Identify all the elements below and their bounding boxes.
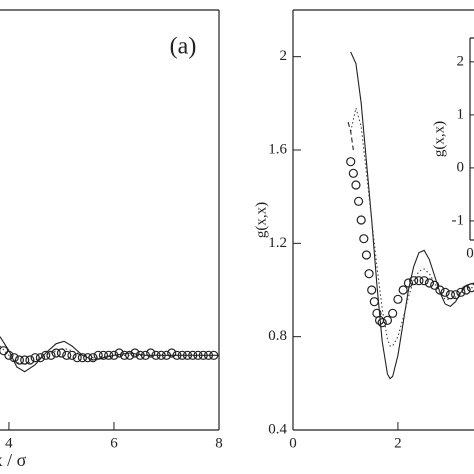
- data-point: [172, 350, 182, 360]
- data-point: [403, 278, 414, 288]
- data-point: [93, 350, 103, 360]
- data-point: [67, 350, 77, 360]
- data-point: [364, 269, 374, 279]
- x-tick-label: 0: [289, 435, 297, 451]
- data-point: [451, 290, 461, 300]
- data-point: [435, 285, 445, 295]
- data-point: [414, 276, 424, 286]
- data-point: [140, 350, 151, 360]
- data-point: [77, 353, 88, 363]
- data-point: [430, 280, 440, 290]
- data-point: [161, 350, 172, 360]
- data-point: [346, 157, 356, 167]
- data-point: [351, 180, 361, 190]
- data-point: [104, 350, 114, 360]
- data-point: [193, 350, 203, 360]
- data-point: [361, 250, 372, 260]
- data-point: [51, 348, 61, 358]
- data-point: [151, 350, 161, 360]
- y-tick-label: 0.8: [268, 328, 287, 344]
- data-point: [135, 350, 145, 360]
- data-point: [369, 297, 379, 307]
- data-point: [198, 350, 208, 360]
- data-point: [0, 346, 9, 356]
- data-point: [348, 168, 358, 178]
- data-point: [359, 234, 369, 244]
- y-tick-label: -1: [452, 212, 465, 228]
- data-point: [72, 353, 82, 363]
- x-tick-label: 8: [215, 435, 223, 451]
- data-point: [130, 348, 140, 358]
- data-point: [119, 350, 130, 360]
- data-point: [461, 285, 471, 295]
- data-point: [109, 350, 119, 360]
- inset-background: [419, 38, 474, 240]
- x-tick-label: 2: [394, 435, 402, 451]
- data-point: [188, 350, 198, 360]
- data-point: [83, 353, 93, 363]
- data-point: [177, 350, 187, 360]
- data-point: [419, 276, 429, 286]
- data-point: [393, 294, 403, 304]
- data-point: [98, 350, 109, 360]
- data-point: [41, 350, 51, 360]
- y-axis-label: g(x,x): [431, 121, 447, 157]
- data-point: [25, 355, 35, 365]
- data-point: [62, 350, 72, 360]
- x-tick-label: 0: [466, 245, 474, 261]
- data-point: [398, 285, 408, 295]
- data-point: [353, 196, 364, 206]
- data-point: [388, 308, 398, 318]
- data-point: [156, 350, 166, 360]
- y-tick-label: 2: [280, 48, 288, 64]
- data-point: [409, 276, 419, 286]
- x-tick-label: 6: [110, 435, 118, 451]
- y-tick-label: 1.2: [268, 235, 287, 251]
- curve: [347, 121, 354, 151]
- data-point: [35, 353, 46, 363]
- x-axis-label: x / σ: [0, 450, 27, 470]
- data-point: [125, 350, 135, 360]
- data-point: [377, 318, 387, 328]
- data-point: [356, 215, 366, 225]
- data-point: [4, 350, 14, 360]
- y-tick-label: 0.4: [268, 421, 287, 437]
- data-point: [30, 353, 40, 363]
- data-point: [20, 355, 30, 365]
- y-tick-label: 0: [457, 159, 465, 175]
- data-point: [46, 350, 56, 360]
- data-point: [88, 353, 98, 363]
- data-point: [456, 287, 466, 297]
- data-point: [440, 287, 450, 297]
- curve: [350, 107, 474, 347]
- y-axis-label: g(x,x): [253, 202, 269, 238]
- data-point: [209, 350, 219, 360]
- y-tick-label: 1: [457, 106, 465, 122]
- data-point: [367, 285, 377, 295]
- data-point: [382, 315, 393, 325]
- data-point: [9, 353, 19, 363]
- data-point: [146, 348, 156, 358]
- data-point: [56, 348, 67, 358]
- data-point: [182, 350, 193, 360]
- data-point: [203, 350, 214, 360]
- data-point: [167, 348, 177, 358]
- y-tick-label: 2: [457, 53, 465, 69]
- data-point: [445, 290, 455, 300]
- x-tick-label: 4: [5, 435, 13, 451]
- y-tick-label: 1.6: [268, 141, 287, 157]
- data-point: [14, 355, 25, 365]
- data-point: [424, 278, 435, 288]
- data-point: [466, 283, 474, 293]
- panel-label: (a): [170, 34, 197, 60]
- data-point: [114, 348, 124, 358]
